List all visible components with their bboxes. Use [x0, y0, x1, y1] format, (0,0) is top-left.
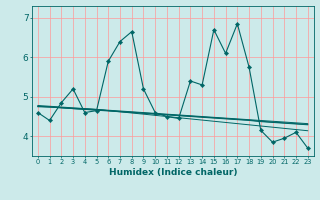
X-axis label: Humidex (Indice chaleur): Humidex (Indice chaleur) [108, 168, 237, 177]
